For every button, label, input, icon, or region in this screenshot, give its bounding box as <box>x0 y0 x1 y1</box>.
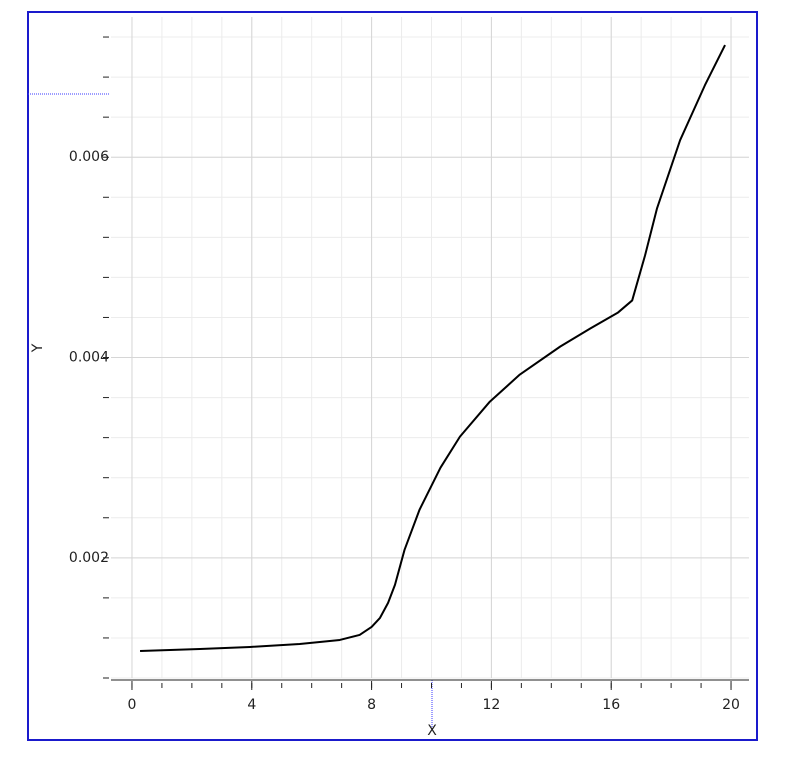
y-tick-label: 0.004 <box>69 350 109 366</box>
frame <box>27 11 758 741</box>
x-axis-label: X <box>427 723 437 739</box>
x-tick-label: 4 <box>247 697 256 713</box>
x-tick-label: 12 <box>482 697 500 713</box>
x-tick-label: 0 <box>128 697 137 713</box>
y-axis-label: Y <box>30 343 46 353</box>
y-tick-label: 0.002 <box>69 550 109 566</box>
x-tick-label: 16 <box>602 697 620 713</box>
x-tick-label: 8 <box>367 697 376 713</box>
data-line <box>140 44 726 652</box>
y-tick-label: 0.006 <box>69 149 109 165</box>
x-tick-label: 20 <box>722 697 740 713</box>
